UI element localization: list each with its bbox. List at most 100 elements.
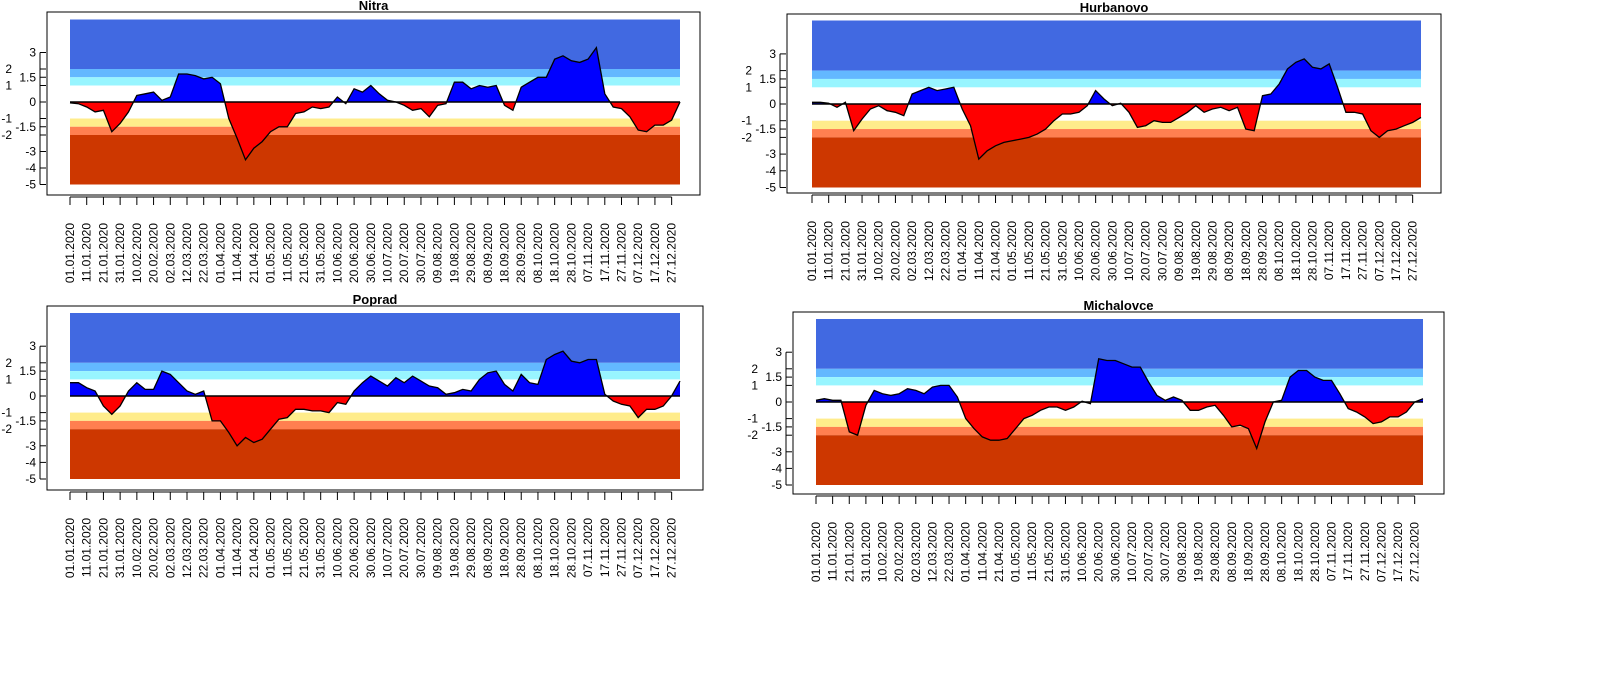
band--1.5-to--1 bbox=[812, 120, 1421, 130]
x-tick-label: 17.11.2020 bbox=[598, 223, 612, 282]
x-tick-label: 12.03.2020 bbox=[180, 518, 194, 578]
x-tick-label: 30.06.2020 bbox=[364, 518, 378, 578]
panel-title: Poprad bbox=[353, 292, 398, 307]
x-tick-label: 07.12.2020 bbox=[1374, 522, 1388, 582]
band--2-to--1.5 bbox=[70, 420, 680, 430]
band--1.5-to--1 bbox=[70, 118, 680, 127]
x-tick-label: 19.08.2020 bbox=[1191, 522, 1205, 582]
y-tick-label: -5 bbox=[765, 181, 776, 195]
y-tick-label: -2 bbox=[747, 428, 758, 442]
y-tick-label: 2 bbox=[5, 356, 12, 370]
plot-frame bbox=[786, 13, 1442, 194]
x-tick-label: 10.06.2020 bbox=[330, 223, 344, 283]
x-tick-label: 01.05.2020 bbox=[1005, 221, 1019, 281]
x-tick-label: 01.05.2020 bbox=[264, 518, 278, 578]
y-tick-label: -1.5 bbox=[755, 122, 776, 136]
x-tick-label: 10.07.2020 bbox=[381, 518, 395, 578]
x-tick-label: 21.05.2020 bbox=[1042, 522, 1056, 582]
x-tick-label: 10.07.2020 bbox=[1125, 522, 1139, 582]
y-tick-label: -4 bbox=[25, 455, 36, 469]
x-tick-label: 11.04.2020 bbox=[230, 223, 244, 282]
x-tick-label: 29.08.2020 bbox=[464, 223, 478, 283]
x-tick-label: 31.01.2020 bbox=[113, 223, 127, 283]
x-tick-label: 21.04.2020 bbox=[992, 522, 1006, 582]
y-tick-label: 0 bbox=[769, 97, 776, 111]
x-tick-label: 17.12.2020 bbox=[1389, 221, 1403, 281]
y-tick-label: -1.5 bbox=[15, 120, 36, 134]
band-2-to-5 bbox=[812, 20, 1421, 71]
x-tick-label: 07.11.2020 bbox=[1322, 221, 1336, 280]
x-tick-label: 18.10.2020 bbox=[548, 223, 562, 283]
positive-area-michalovce bbox=[816, 358, 1423, 402]
x-tick-label: 20.02.2020 bbox=[892, 522, 906, 582]
x-tick-label: 02.03.2020 bbox=[905, 221, 919, 281]
x-tick-label: 20.06.2020 bbox=[1089, 221, 1103, 281]
x-tick-label: 08.10.2020 bbox=[531, 223, 545, 283]
x-tick-label: 28.09.2020 bbox=[514, 518, 528, 578]
positive-area-poprad bbox=[70, 351, 680, 396]
x-tick-label: 31.01.2020 bbox=[855, 221, 869, 281]
y-tick-label: -1.5 bbox=[761, 420, 782, 434]
series-line-michalovce bbox=[815, 358, 1424, 451]
band--2-to--1.5 bbox=[816, 426, 1423, 436]
x-tick-label: 18.09.2020 bbox=[1239, 221, 1253, 281]
series-line-hurbanovo bbox=[812, 58, 1422, 161]
x-tick-label: 30.07.2020 bbox=[414, 223, 428, 283]
x-tick-label: 11.05.2020 bbox=[280, 223, 294, 282]
x-tick-label: 11.05.2020 bbox=[1022, 221, 1036, 280]
x-tick-label: 30.07.2020 bbox=[414, 518, 428, 578]
x-tick-label: 01.01.2020 bbox=[805, 221, 819, 281]
x-tick-label: 17.12.2020 bbox=[648, 223, 662, 283]
x-tick-label: 28.09.2020 bbox=[1255, 221, 1269, 281]
band--5-to--2 bbox=[816, 435, 1423, 485]
x-tick-label: 17.11.2020 bbox=[598, 518, 612, 577]
y-tick-label: 3 bbox=[769, 47, 776, 61]
panel-hurbanovo: Hurbanovo 3 2 1.5 1 0 -1-1.5-2 -3 -4 -5 01.01.2020… bbox=[741, 0, 1442, 281]
x-tick-label: 07.12.2020 bbox=[1372, 221, 1386, 281]
x-tick-label: 22.03.2020 bbox=[938, 221, 952, 281]
x-tick-label: 27.12.2020 bbox=[1406, 221, 1420, 281]
band--5-to--2 bbox=[70, 135, 680, 185]
y-tick-label: -3 bbox=[765, 147, 776, 161]
band-1.5-to-2 bbox=[70, 362, 680, 372]
y-tick-label: -1 bbox=[741, 114, 752, 128]
x-tick-label: 29.08.2020 bbox=[1208, 522, 1222, 582]
x-tick-label: 08.10.2020 bbox=[1275, 522, 1289, 582]
x-tick-label: 20.06.2020 bbox=[1092, 522, 1106, 582]
x-tick-label: 31.05.2020 bbox=[1058, 522, 1072, 582]
y-tick-label: -3 bbox=[771, 445, 782, 459]
y-tick-label: -1 bbox=[1, 406, 12, 420]
x-tick-label: 12.03.2020 bbox=[922, 221, 936, 281]
x-tick-label: 20.02.2020 bbox=[147, 518, 161, 578]
plot-frame bbox=[46, 305, 704, 491]
y-tick-label: 1.5 bbox=[19, 70, 36, 84]
x-tick-label: 21.01.2020 bbox=[96, 223, 110, 283]
y-tick-label: 3 bbox=[29, 339, 36, 353]
series-line-nitra bbox=[69, 45, 681, 162]
panel-michalovce: Michalovce 3 2 1.5 1 0 -1-1.5-2 -3 -4 -5 01.01.202… bbox=[747, 298, 1445, 582]
x-tick-label: 08.09.2020 bbox=[1222, 221, 1236, 281]
band-1-to-1.5 bbox=[70, 77, 680, 86]
y-tick-label: 2 bbox=[745, 64, 752, 78]
x-tick-label: 27.12.2020 bbox=[665, 518, 679, 578]
x-tick-label: 07.12.2020 bbox=[631, 518, 645, 578]
x-tick-label: 31.05.2020 bbox=[314, 518, 328, 578]
x-tick-label: 18.10.2020 bbox=[1289, 221, 1303, 281]
x-tick-label: 01.01.2020 bbox=[63, 518, 77, 578]
x-tick-label: 21.01.2020 bbox=[842, 522, 856, 582]
x-tick-label: 21.04.2020 bbox=[247, 518, 261, 578]
y-tick-label: 1.5 bbox=[759, 72, 776, 86]
x-tick-label: 10.02.2020 bbox=[130, 223, 144, 283]
x-tick-label: 17.11.2020 bbox=[1341, 522, 1355, 581]
x-tick-label: 19.08.2020 bbox=[447, 518, 461, 578]
y-tick-label: 1 bbox=[5, 79, 12, 93]
x-tick-label: 11.04.2020 bbox=[975, 522, 989, 581]
x-tick-label: 27.11.2020 bbox=[1358, 522, 1372, 581]
x-tick-label: 11.04.2020 bbox=[972, 221, 986, 280]
x-tick-label: 17.12.2020 bbox=[1391, 522, 1405, 582]
x-tick-label: 10.06.2020 bbox=[1072, 221, 1086, 281]
x-tick-label: 11.05.2020 bbox=[1025, 522, 1039, 581]
x-tick-label: 09.08.2020 bbox=[1175, 522, 1189, 582]
y-tick-label: -2 bbox=[1, 422, 12, 436]
